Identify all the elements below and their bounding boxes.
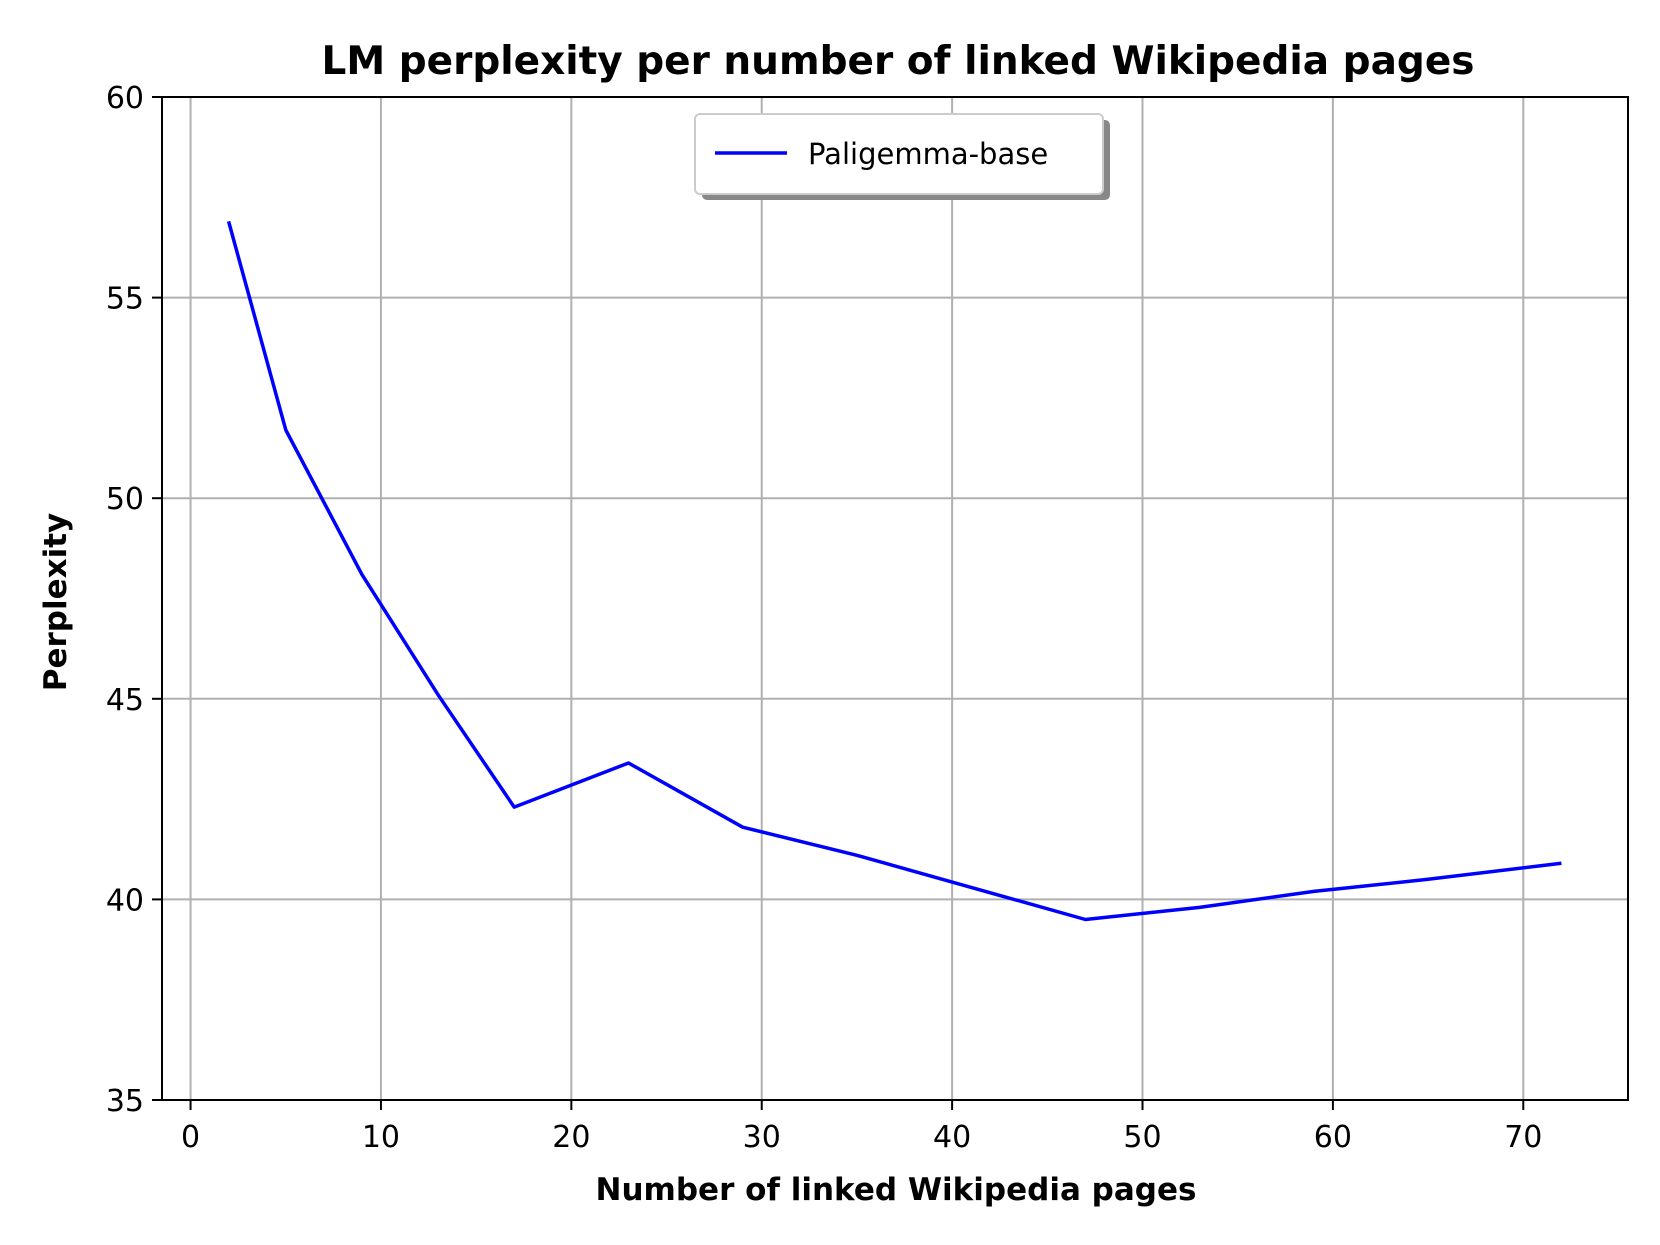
x-tick-label: 40 (933, 1120, 971, 1155)
x-tick-label: 50 (1123, 1120, 1161, 1155)
x-tick-label: 60 (1314, 1120, 1352, 1155)
y-tick-label: 45 (106, 683, 144, 718)
x-tick-label: 10 (362, 1120, 400, 1155)
y-tick-label: 50 (106, 482, 144, 517)
legend-box (694, 113, 1104, 195)
x-tick-label: 20 (552, 1120, 590, 1155)
series-line-paligemma-base (226, 220, 1562, 922)
y-tick-label: 35 (106, 1084, 144, 1119)
x-tick-label: 70 (1504, 1120, 1542, 1155)
x-tick-label: 30 (743, 1120, 781, 1155)
series-layer (226, 220, 1562, 922)
chart-title: LM perplexity per number of linked Wikip… (322, 39, 1475, 84)
x-axis-label: Number of linked Wikipedia pages (596, 1172, 1197, 1208)
legend: Paligemma-base (694, 113, 1110, 200)
axis-ticks: 0 10 20 30 40 50 60 70 35 40 45 50 55 60 (106, 81, 1543, 1155)
y-axis-label: Perplexity (38, 513, 74, 692)
plot-frame (161, 96, 1629, 1101)
y-tick-label: 55 (106, 282, 144, 317)
legend-label: Paligemma-base (808, 137, 1048, 171)
y-tick-label: 40 (106, 883, 144, 918)
x-tick-label: 0 (181, 1120, 200, 1155)
y-tick-label: 60 (106, 81, 144, 116)
